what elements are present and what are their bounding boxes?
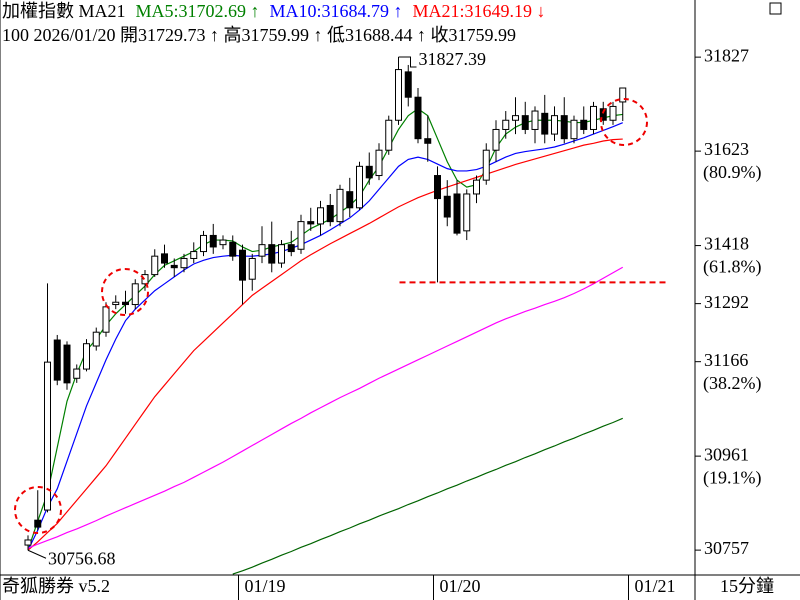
candle-body [73, 368, 81, 379]
candle-body [122, 301, 129, 306]
candle-body [531, 110, 539, 130]
window-icon[interactable] [769, 2, 782, 15]
candle-body [258, 244, 266, 257]
footer-left: 奇狐勝券 v5.2 [2, 576, 110, 596]
candle-body [151, 255, 159, 276]
candle-body [385, 119, 393, 151]
candle-body [453, 193, 461, 234]
highlight-circle [101, 268, 149, 316]
candle-body [53, 339, 61, 381]
candle-body [44, 361, 51, 511]
candle-body [482, 149, 490, 181]
candle-body [92, 331, 100, 347]
candle-body [200, 234, 207, 253]
candle-body [375, 149, 383, 177]
candle-body [492, 128, 500, 151]
info-line: 100 2026/01/20 開31729.73 ↑ 高31759.99 ↑ 低… [2, 25, 516, 45]
candle-body [209, 234, 217, 248]
candle-body [131, 283, 139, 306]
candle-body [336, 188, 344, 223]
candle-body [278, 244, 285, 264]
candle-body [239, 249, 246, 281]
candle-body [443, 195, 451, 218]
candle-body [560, 115, 568, 140]
candle-body [521, 115, 529, 130]
ma-line [27, 266, 624, 549]
fib-label: (80.9%) [703, 162, 761, 183]
candle-body [102, 306, 110, 333]
candle-body [414, 96, 422, 140]
candle-body [512, 115, 519, 121]
candle-body [83, 343, 90, 370]
fib-label: (19.1%) [703, 467, 761, 488]
candle-body [326, 204, 334, 223]
candle-body [424, 138, 432, 144]
candle-body [248, 257, 256, 280]
x-tick-label: 01/19 [245, 576, 286, 596]
candle-body [24, 539, 32, 546]
candle-body [570, 119, 578, 140]
y-tick-label: 31623 [704, 139, 749, 159]
candle-body [268, 244, 276, 264]
candle-body [619, 87, 627, 103]
high-label: 31827.39 [419, 49, 487, 69]
candle-body [551, 115, 558, 135]
candle-body [112, 301, 120, 306]
ma-line [232, 417, 623, 575]
candle-body [463, 193, 471, 232]
candle-body [307, 221, 315, 225]
y-tick-label: 31827 [704, 45, 749, 65]
candle-body [609, 105, 617, 121]
x-tick-label: 01/21 [635, 576, 676, 596]
chart-title: 加權指數 MA21 [2, 1, 126, 21]
ma-line [27, 138, 623, 551]
candle-body [219, 239, 227, 246]
highlight-circle [14, 486, 62, 534]
candle-body [395, 69, 402, 121]
ma-line [27, 122, 623, 551]
candle-body [180, 257, 188, 269]
candle-body [170, 264, 178, 269]
candle-body [473, 179, 480, 195]
candle-body [404, 71, 412, 98]
candle-body [365, 165, 373, 179]
candle-body [297, 221, 305, 250]
candle-body [541, 112, 549, 135]
candle-body [161, 253, 168, 264]
x-tick-label: 01/20 [440, 576, 481, 596]
highlight-circle [600, 98, 648, 146]
plot-area [24, 56, 627, 575]
candle-body [356, 165, 363, 209]
candle-body [590, 105, 597, 130]
fib-label: (61.8%) [703, 257, 761, 278]
y-tick-label: 31418 [704, 234, 749, 254]
candle-body [502, 119, 510, 130]
candle-body [346, 191, 354, 209]
candle-body [434, 175, 441, 200]
legend-entry: MA10:31684.79 ↑ [270, 1, 403, 21]
candle-body [599, 108, 607, 121]
y-tick-label: 31292 [704, 292, 749, 312]
candle-body [317, 207, 324, 225]
y-tick-label: 30961 [704, 444, 749, 464]
candle-body [229, 241, 237, 257]
candle-body [34, 519, 42, 528]
legend-entry: MA21:31649.19 ↓ [413, 1, 546, 21]
y-tick-label: 30757 [704, 538, 749, 558]
y-tick-label: 31166 [704, 350, 748, 370]
high-leader [398, 56, 417, 68]
fib-label: (38.2%) [703, 373, 761, 394]
candle-body [63, 344, 71, 384]
legend-entry: MA5:31702.69 ↑ [136, 1, 260, 21]
candle-body [287, 244, 295, 253]
candle-body [190, 251, 198, 259]
footer-right: 15分鐘 [720, 576, 774, 596]
low-label: 30756.68 [48, 548, 116, 568]
low-leader [27, 549, 47, 559]
candle-body [580, 119, 588, 130]
